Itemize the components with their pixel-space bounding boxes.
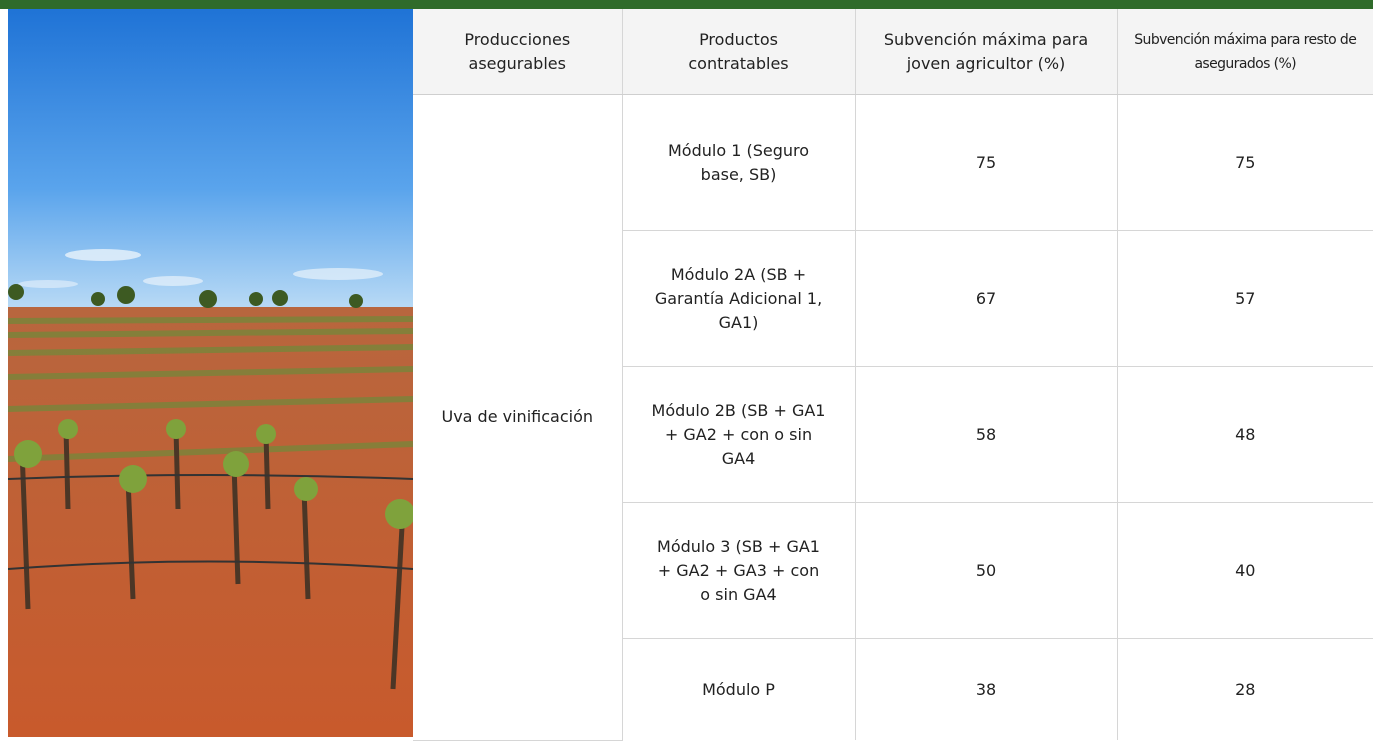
subsidy-table: Producciones asegurables Productos contr… [413, 9, 1373, 741]
product-cell: Módulo 2A (SB + Garantía Adicional 1, GA… [622, 231, 855, 367]
title-bar [0, 0, 1373, 9]
product-cell: Módulo 1 (Seguro base, SB) [622, 95, 855, 231]
production-cell: Uva de vinificación [413, 95, 622, 741]
header-cell: Subvención máxima para resto de asegurad… [1117, 9, 1373, 95]
vineyard-photo [8, 9, 413, 737]
product-cell: Módulo 2B (SB + GA1 + GA2 + con o sin GA… [622, 367, 855, 503]
value-cell: 75 [855, 95, 1117, 231]
page: Producciones asegurables Productos contr… [0, 0, 1373, 737]
product-cell: Módulo 3 (SB + GA1 + GA2 + GA3 + con o s… [622, 503, 855, 639]
value-cell: 28 [1117, 639, 1373, 741]
product-cell: Módulo P [622, 639, 855, 741]
value-cell: 57 [1117, 231, 1373, 367]
header-cell: Producciones asegurables [413, 9, 622, 95]
value-cell: 40 [1117, 503, 1373, 639]
value-cell: 38 [855, 639, 1117, 741]
value-cell: 58 [855, 367, 1117, 503]
header-row: Producciones asegurables Productos contr… [413, 9, 1373, 95]
value-cell: 67 [855, 231, 1117, 367]
header-cell: Productos contratables [622, 9, 855, 95]
value-cell: 48 [1117, 367, 1373, 503]
value-cell: 50 [855, 503, 1117, 639]
header-cell: Subvención máxima para joven agricultor … [855, 9, 1117, 95]
value-cell: 75 [1117, 95, 1373, 231]
row: Uva de vinificación Módulo 1 (Seguro bas… [413, 95, 1373, 231]
